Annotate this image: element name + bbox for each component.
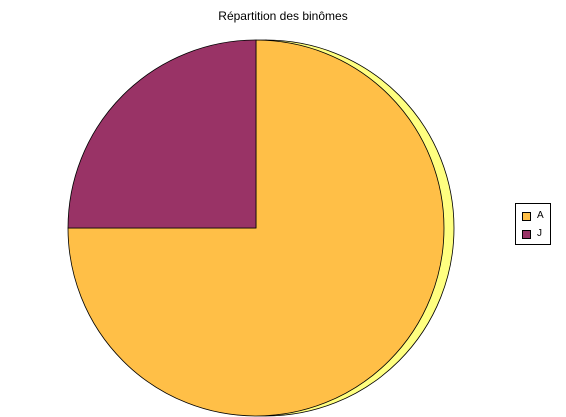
legend-item-j: J <box>522 228 542 240</box>
chart-legend: A J <box>515 203 551 245</box>
chart-title: Répartition des binômes <box>218 9 348 23</box>
pie-slice-layer <box>67 39 445 417</box>
legend-swatch-a <box>522 211 531 221</box>
legend-label-a: A <box>537 210 544 221</box>
legend-item-a: A <box>522 210 544 222</box>
legend-label-j: J <box>537 228 542 239</box>
legend-swatch-j <box>522 229 531 239</box>
pie-slice-j <box>67 39 257 229</box>
